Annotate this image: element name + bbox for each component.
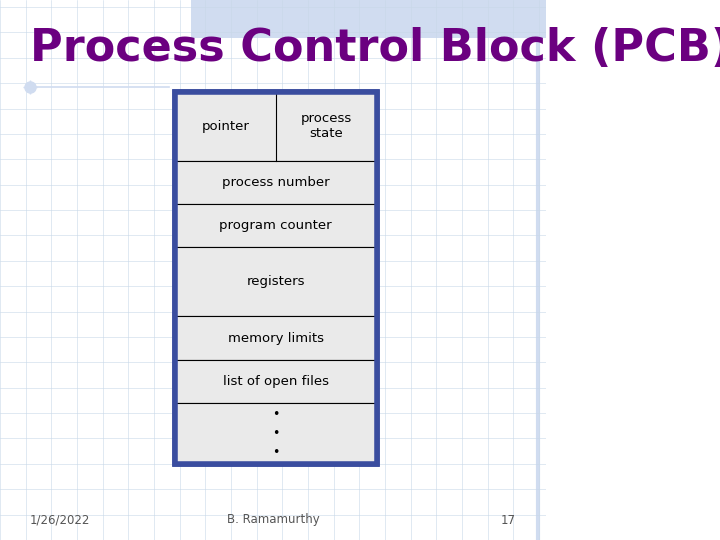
Text: process
state: process state (301, 112, 352, 140)
Bar (175, 92, 377, 464)
Bar (175, 204, 377, 247)
Text: process number: process number (222, 176, 330, 189)
Bar (175, 360, 377, 403)
Bar (175, 92, 377, 464)
Text: 17: 17 (501, 514, 516, 526)
Bar (175, 403, 377, 464)
Bar (175, 161, 377, 204)
Text: program counter: program counter (220, 219, 332, 232)
Text: memory limits: memory limits (228, 332, 324, 345)
Text: •
•
•: • • • (272, 408, 279, 460)
Bar (175, 316, 377, 360)
Text: 1/26/2022: 1/26/2022 (30, 514, 91, 526)
Bar (175, 247, 377, 316)
Bar (191, 0, 546, 38)
Text: Process Control Block (PCB): Process Control Block (PCB) (30, 27, 720, 70)
Text: pointer: pointer (202, 120, 249, 133)
Bar (175, 92, 377, 161)
Text: registers: registers (246, 275, 305, 288)
Text: B. Ramamurthy: B. Ramamurthy (227, 514, 320, 526)
Text: list of open files: list of open files (222, 375, 329, 388)
